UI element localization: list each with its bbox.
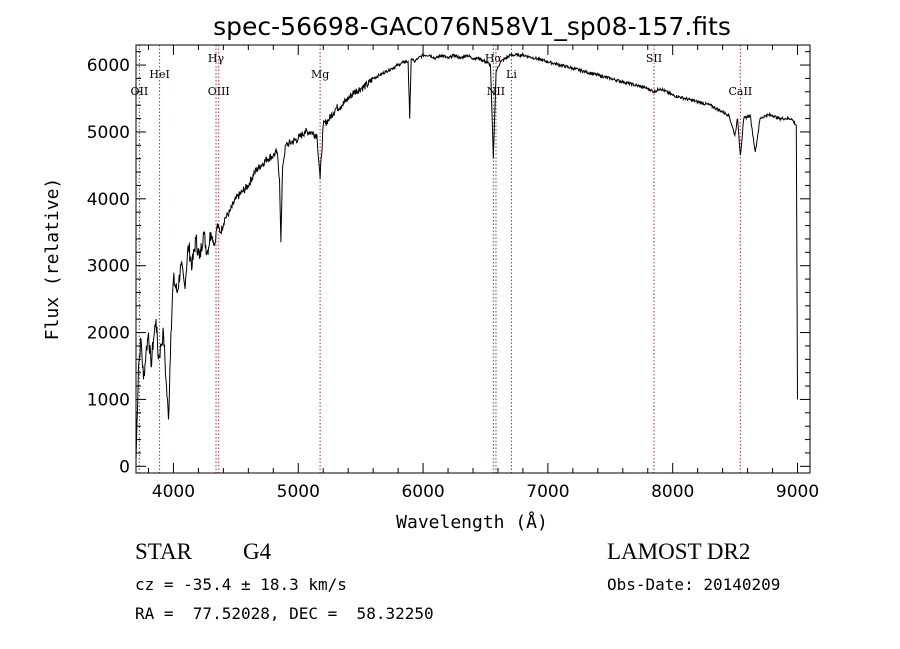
y-tick-label: 4000 (87, 190, 130, 210)
x-tick-label: 4000 (152, 482, 195, 502)
observation-date: Obs-Date: 20140209 (607, 575, 781, 594)
plot-frame (135, 44, 811, 474)
coordinates: RA = 77.52028, DEC = 58.32250 (135, 604, 434, 623)
spectrum-series (135, 52, 798, 460)
chart-title: spec-56698-GAC076N58V1_sp08-157.fits (213, 12, 731, 41)
y-tick-label: 6000 (87, 56, 130, 76)
spectral-line-label: Mg (311, 68, 329, 81)
x-tick-label: 9000 (776, 482, 819, 502)
object-subclass: G4 (243, 539, 272, 564)
x-axis-label: Wavelength (Å) (396, 511, 548, 533)
spectral-line-label: Hα (485, 52, 503, 65)
y-tick-label: 1000 (87, 390, 130, 410)
spectral-line-label: CaII (729, 85, 753, 98)
x-tick-label: 6000 (401, 482, 444, 502)
y-tick-label: 5000 (87, 123, 130, 143)
spectrum-line (135, 52, 798, 460)
y-axis-label: Flux (relative) (42, 178, 63, 341)
object-class: STAR (135, 539, 192, 564)
y-tick-label: 0 (119, 457, 130, 477)
y-tick-label: 2000 (87, 324, 130, 344)
x-tick-label: 8000 (651, 482, 694, 502)
spectral-line-label: OIII (208, 85, 230, 98)
x-tick-label: 5000 (277, 482, 320, 502)
x-tick-label: 7000 (526, 482, 569, 502)
axis-ticks: 4000 5000 6000 7000 8000 9000 0 1000 2000 3000 400… (87, 45, 819, 502)
spectral-line-label: Li (506, 68, 517, 81)
spectral-line-label: SII (646, 52, 662, 65)
spectral-line-label: Hγ (208, 52, 225, 65)
y-tick-label: 3000 (87, 257, 130, 277)
redshift-velocity: cz = -35.4 ± 18.3 km/s (135, 575, 347, 594)
survey-name: LAMOST DR2 (607, 539, 751, 564)
spectral-line-label: HeI (149, 68, 169, 81)
